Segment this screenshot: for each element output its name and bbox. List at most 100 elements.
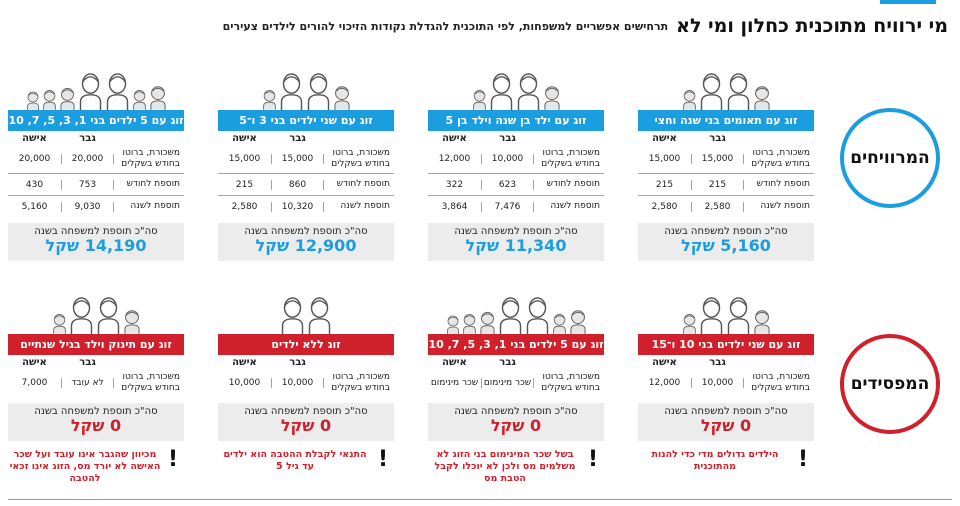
man-header: גבר (79, 132, 96, 144)
woman-salary: 15,000 (228, 154, 261, 164)
winner-card-4: זוג עם 5 ילדים בני 1, 3, 5, 7, 10 גבר איש… (8, 70, 184, 261)
man-salary: 10,000 (271, 378, 324, 388)
total-box: סה"כ תוספת למשפחה בשנה 0 שקל (428, 403, 604, 441)
total-label: סה"כ תוספת למשפחה בשנה (664, 226, 788, 237)
salary-table: גבר אישה משכורת, ברוטו בחודש בשקלים 20,000… (8, 131, 184, 217)
family-icon (638, 294, 814, 334)
monthly-label: תוספת לחודש (336, 179, 390, 189)
note-text: מכיוון שהגבר אינו עובד ועל שכר האישה לא … (9, 449, 161, 484)
winner-card-2: זוג עם ילד בן שנה וילד בן 5 גבר אישה משכו… (428, 70, 604, 261)
loser-card-3: זוג ללא ילדים גבר אישה משכורת, ברוטו בחוד… (218, 294, 394, 473)
accent-bar (880, 0, 936, 4)
woman-header: אישה (232, 356, 257, 368)
total-value: 0 שקל (700, 416, 752, 435)
man-header: גבר (709, 356, 726, 368)
total-label: סה"כ תוספת למשפחה בשנה (664, 406, 788, 417)
family-icon (8, 70, 184, 110)
man-monthly: 623 (481, 179, 534, 190)
woman-yearly: 2,580 (231, 201, 258, 212)
woman-header: אישה (442, 132, 467, 144)
woman-header: אישה (22, 132, 47, 144)
header: מי ירוויח מתוכנית כחלון ומי לא תרחישים א… (8, 14, 948, 38)
total-box: סה"כ תוספת למשפחה בשנה 0 שקל (638, 403, 814, 441)
total-value: 11,340 שקל (465, 236, 567, 255)
man-salary: שכר מינימום (481, 378, 534, 388)
salary-table: גבר אישה משכורת, ברוטו בחודש בשקלים 15,000… (218, 131, 394, 217)
card-title: זוג עם 5 ילדים בני 1, 3, 5, 7, 10 (8, 110, 184, 131)
family-icon (638, 70, 814, 110)
salary-table: גבר אישה משכורת, ברוטו בחודש בשקלים שכר מי… (428, 355, 604, 397)
total-box: סה"כ תוספת למשפחה בשנה 14,190 שקל (8, 223, 184, 261)
yearly-label: תוספת לשנה (550, 201, 600, 211)
total-value: 0 שקל (70, 416, 122, 435)
man-salary: לא עובד (61, 378, 114, 388)
losers-label: המפסידים (850, 374, 930, 394)
salary-table: גבר אישה משכורת, ברוטו בחודש בשקלים 10,000… (428, 131, 604, 217)
total-box: סה"כ תוספת למשפחה בשנה 0 שקל (8, 403, 184, 441)
salary-table: גבר אישה משכורת, ברוטו בחודש בשקלים לא עוב… (8, 355, 184, 397)
woman-header: אישה (652, 132, 677, 144)
man-header: גבר (289, 356, 306, 368)
family-icon (428, 294, 604, 334)
yearly-label: תוספת לשנה (130, 201, 180, 211)
loser-card-4: זוג עם תינוק וילד בגיל שנתיים גבר אישה מש… (8, 294, 184, 485)
salary-label: משכורת, ברוטו בחודש בשקלים (331, 372, 390, 393)
exclamation-icon: ! (797, 447, 809, 472)
total-box: סה"כ תוספת למשפחה בשנה 12,900 שקל (218, 223, 394, 261)
exclamation-icon: ! (167, 447, 179, 472)
monthly-label: תוספת לחודש (126, 179, 180, 189)
man-yearly: 10,320 (271, 201, 324, 212)
total-box: סה"כ תוספת למשפחה בשנה 0 שקל (218, 403, 394, 441)
salary-table: גבר אישה משכורת, ברוטו בחודש בשקלים 15,000… (638, 131, 814, 217)
total-value: 0 שקל (490, 416, 542, 435)
total-label: סה"כ תוספת למשפחה בשנה (454, 406, 578, 417)
woman-yearly: 3,864 (441, 201, 468, 212)
woman-monthly: 215 (655, 179, 674, 190)
page-subtitle: תרחישים אפשריים למשפחות, לפי התוכנית להג… (222, 19, 669, 33)
card-title: זוג עם שני ילדים בני 3 ו־5 (218, 110, 394, 131)
salary-label: משכורת, ברוטו בחודש בשקלים (121, 372, 180, 393)
note-text: בשל שכר המינימום בני הזוג לא משלמים מס ו… (434, 449, 576, 484)
man-header: גבר (289, 132, 306, 144)
man-header: גבר (499, 356, 516, 368)
man-yearly: 7,476 (481, 201, 534, 212)
man-header: גבר (499, 132, 516, 144)
bottom-rule (8, 499, 952, 500)
woman-header: אישה (652, 356, 677, 368)
family-icon (218, 294, 394, 334)
salary-table: גבר אישה משכורת, ברוטו בחודש בשקלים 10,000… (638, 355, 814, 397)
man-salary: 15,000 (691, 154, 744, 164)
man-salary: 10,000 (691, 378, 744, 388)
card-title: זוג עם 5 ילדים בני 1, 3, 5, 7, 10 (428, 334, 604, 355)
salary-table: גבר אישה משכורת, ברוטו בחודש בשקלים 10,000… (218, 355, 394, 397)
woman-header: אישה (442, 356, 467, 368)
total-value: 0 שקל (280, 416, 332, 435)
note: ! התנאי לקבלת ההטבה הוא ילדים עד גיל 5 (218, 447, 394, 473)
total-value: 14,190 שקל (45, 236, 147, 255)
family-icon (428, 70, 604, 110)
woman-monthly: 430 (25, 179, 44, 190)
man-header: גבר (709, 132, 726, 144)
winner-card-1: זוג עם תאומים בני שנה וחצי גבר אישה משכור… (638, 70, 814, 261)
card-title: זוג עם תאומים בני שנה וחצי (638, 110, 814, 131)
woman-salary: שכר מינימום (430, 378, 479, 388)
man-monthly: 860 (271, 179, 324, 190)
total-box: סה"כ תוספת למשפחה בשנה 5,160 שקל (638, 223, 814, 261)
loser-card-1: זוג עם שני ילדים בני 10 ו־15 גבר אישה משכ… (638, 294, 814, 473)
man-salary: 20,000 (61, 154, 114, 164)
monthly-label: תוספת לחודש (756, 179, 810, 189)
total-label: סה"כ תוספת למשפחה בשנה (34, 406, 158, 417)
salary-label: משכורת, ברוטו בחודש בשקלים (751, 372, 810, 393)
salary-label: משכורת, ברוטו בחודש בשקלים (751, 148, 810, 169)
note: ! מכיוון שהגבר אינו עובד ועל שכר האישה לא… (8, 447, 184, 485)
note-text: הילדים גדולים מדי כדי להנות מהתוכנית (651, 449, 779, 472)
woman-salary: 12,000 (438, 154, 471, 164)
winners-label: המרוויחים (850, 148, 930, 168)
yearly-label: תוספת לשנה (340, 201, 390, 211)
card-title: זוג עם תינוק וילד בגיל שנתיים (8, 334, 184, 355)
exclamation-icon: ! (377, 447, 389, 472)
winners-circle: המרוויחים (840, 108, 940, 208)
salary-label: משכורת, ברוטו בחודש בשקלים (121, 148, 180, 169)
page-title: מי ירוויח מתוכנית כחלון ומי לא (676, 15, 948, 37)
yearly-label: תוספת לשנה (760, 201, 810, 211)
